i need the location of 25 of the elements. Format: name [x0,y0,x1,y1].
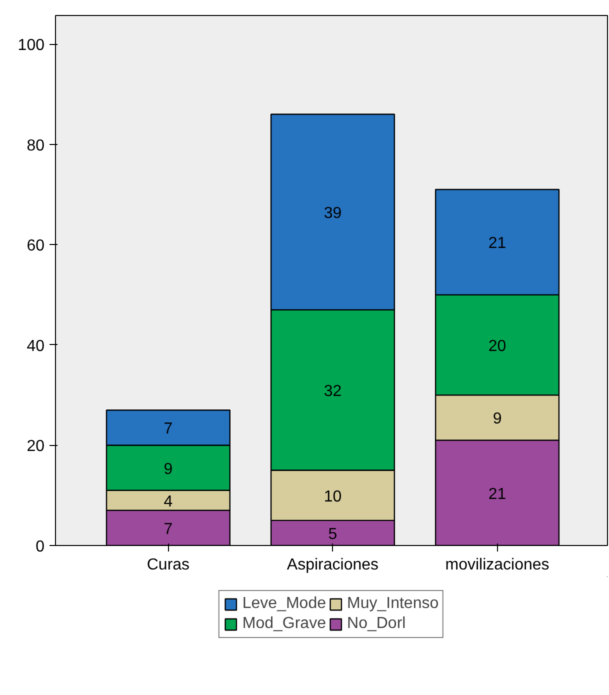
x-tick-label: Curas [146,556,190,574]
y-tick-label: 80 [26,137,45,154]
data-label: 9 [164,460,173,478]
data-label: 7 [164,520,173,538]
data-label: 7 [164,420,173,438]
data-label: 21 [488,486,506,503]
data-label: 21 [488,235,506,252]
x-tick-label: movilizaciones [445,556,550,574]
data-label: 32 [324,383,342,400]
x-tick-label: Aspiraciones [286,556,379,574]
y-tick-label: 0 [36,538,45,556]
data-label: 9 [492,410,502,428]
legend-label: No_Dorl [347,614,406,632]
y-tick-label: 60 [26,238,45,255]
y-tick-label: 20 [26,438,45,456]
data-label: 10 [324,488,342,506]
legend-label: Mod_Grave [242,614,326,632]
y-tick-label: 40 [26,338,45,355]
legend-label: Leve_Mode [242,594,326,612]
legend-label: Muy_Intenso [347,594,439,612]
y-tick-label: 100 [18,37,45,54]
data-label: 20 [488,338,506,355]
data-label: 39 [324,205,342,222]
data-label: 5 [328,526,338,543]
data-label: 4 [164,493,173,510]
